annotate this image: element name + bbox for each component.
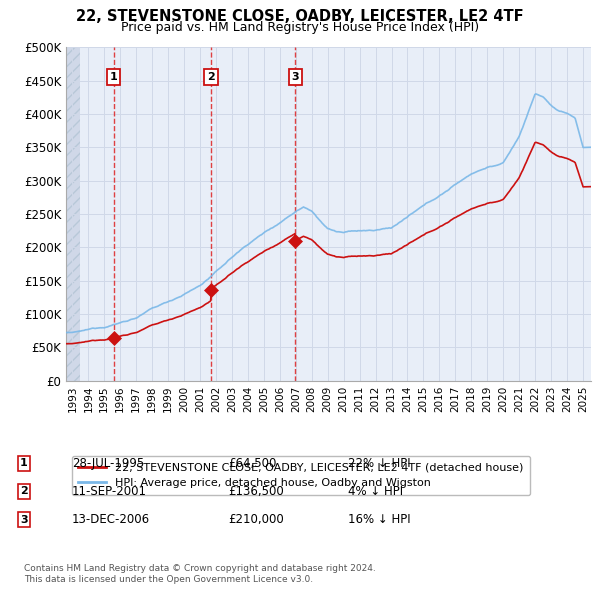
Text: 2: 2: [207, 72, 215, 82]
Text: 28-JUL-1995: 28-JUL-1995: [72, 457, 144, 470]
Bar: [66, 47, 80, 381]
Text: 3: 3: [20, 515, 28, 525]
Text: Contains HM Land Registry data © Crown copyright and database right 2024.: Contains HM Land Registry data © Crown c…: [24, 565, 376, 573]
Text: £210,000: £210,000: [228, 513, 284, 526]
Text: 13-DEC-2006: 13-DEC-2006: [72, 513, 150, 526]
Text: 22, STEVENSTONE CLOSE, OADBY, LEICESTER, LE2 4TF: 22, STEVENSTONE CLOSE, OADBY, LEICESTER,…: [76, 9, 524, 24]
Text: 11-SEP-2001: 11-SEP-2001: [72, 485, 147, 498]
Text: 2: 2: [20, 487, 28, 496]
Text: £64,500: £64,500: [228, 457, 277, 470]
Legend: 22, STEVENSTONE CLOSE, OADBY, LEICESTER, LE2 4TF (detached house), HPI: Average : 22, STEVENSTONE CLOSE, OADBY, LEICESTER,…: [71, 456, 530, 495]
Text: 1: 1: [110, 72, 118, 82]
Text: This data is licensed under the Open Government Licence v3.0.: This data is licensed under the Open Gov…: [24, 575, 313, 584]
Text: 22% ↓ HPI: 22% ↓ HPI: [348, 457, 410, 470]
Text: £136,500: £136,500: [228, 485, 284, 498]
Text: 4% ↓ HPI: 4% ↓ HPI: [348, 485, 403, 498]
Text: 3: 3: [292, 72, 299, 82]
Text: Price paid vs. HM Land Registry's House Price Index (HPI): Price paid vs. HM Land Registry's House …: [121, 21, 479, 34]
Text: 1: 1: [20, 458, 28, 468]
Text: 16% ↓ HPI: 16% ↓ HPI: [348, 513, 410, 526]
